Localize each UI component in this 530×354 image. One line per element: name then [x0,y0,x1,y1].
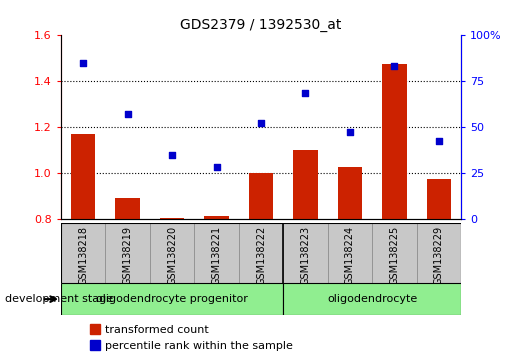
Bar [249,173,273,219]
Point [123,111,132,116]
Point [435,138,443,144]
Bar [338,166,362,219]
Text: GSM138224: GSM138224 [345,226,355,285]
Bar [283,283,461,315]
Bar [61,283,283,315]
Point [79,60,87,66]
Point [346,129,354,135]
Point [213,164,221,169]
Bar [427,179,451,219]
Text: GSM138229: GSM138229 [434,226,444,285]
Text: GSM138225: GSM138225 [390,226,400,285]
Point [257,120,266,126]
Text: oligodendrocyte progenitor: oligodendrocyte progenitor [96,294,248,304]
Bar [382,64,407,219]
Point [168,152,176,158]
Point [390,64,399,69]
Bar [116,198,140,219]
Bar [160,218,184,219]
Point [301,90,310,96]
Bar [372,223,417,283]
Legend: transformed count, percentile rank within the sample: transformed count, percentile rank withi… [86,321,298,354]
Text: GSM138220: GSM138220 [167,226,177,285]
Text: GSM138223: GSM138223 [301,226,311,285]
Bar [61,223,105,283]
Bar [417,223,461,283]
Title: GDS2379 / 1392530_at: GDS2379 / 1392530_at [180,18,342,32]
Text: GSM138219: GSM138219 [122,226,132,285]
Text: GSM138221: GSM138221 [211,226,222,285]
Bar [71,134,95,219]
Bar [239,223,283,283]
Text: oligodendrocyte: oligodendrocyte [327,294,417,304]
Bar [195,223,239,283]
Text: GSM138218: GSM138218 [78,226,88,285]
Bar [283,223,328,283]
Bar [105,223,150,283]
Bar [150,223,195,283]
Text: development stage: development stage [5,294,113,304]
Bar [205,216,229,219]
Text: GSM138222: GSM138222 [256,226,266,285]
Bar [328,223,372,283]
Bar [293,150,317,219]
